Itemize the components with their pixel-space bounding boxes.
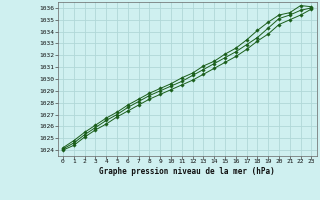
X-axis label: Graphe pression niveau de la mer (hPa): Graphe pression niveau de la mer (hPa) <box>99 167 275 176</box>
